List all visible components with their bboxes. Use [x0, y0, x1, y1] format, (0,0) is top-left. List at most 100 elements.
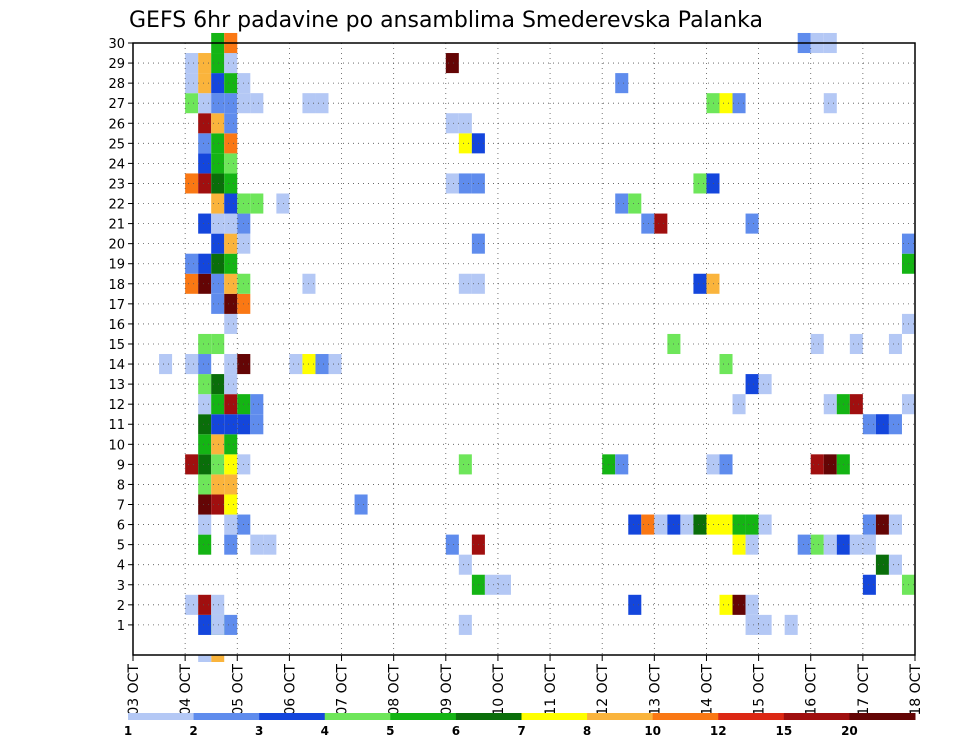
heatmap-cell — [224, 434, 238, 455]
heatmap-cell — [198, 494, 212, 515]
heatmap-cell — [224, 374, 238, 395]
x-tick-label: 06 OCT — [282, 664, 298, 716]
heatmap-cell — [224, 213, 238, 234]
heatmap-cell — [810, 333, 824, 355]
colorbar-swatch — [652, 713, 719, 720]
x-axis-ticks: 03 OCT 04 OCT 05 OCT 06 OCT 07 OCT 08 OCT 09 O… — [126, 655, 924, 716]
heatmap-cell — [211, 374, 225, 395]
heatmap-cell — [198, 53, 212, 74]
y-tick-label: 14 — [108, 358, 125, 373]
heatmap-cell — [719, 354, 733, 375]
heatmap-cell — [211, 113, 225, 134]
heatmap-cell — [211, 474, 225, 495]
heatmap-cell — [289, 354, 303, 375]
y-tick-label: 29 — [108, 57, 125, 72]
heatmap-cell — [862, 574, 876, 595]
heatmap-cell — [211, 333, 225, 355]
heatmap-cell — [615, 193, 629, 214]
heatmap-cell — [862, 534, 876, 555]
heatmap-cell — [198, 414, 212, 435]
colorbar-swatch — [259, 713, 326, 720]
heatmap-cell — [458, 454, 472, 475]
heatmap-cell — [706, 514, 720, 535]
heatmap-cell — [250, 93, 264, 114]
heatmap-cell — [211, 273, 225, 294]
heatmap-cell — [263, 534, 277, 555]
heatmap-cell — [185, 53, 199, 74]
heatmap-cell — [198, 534, 212, 555]
y-tick-label: 30 — [108, 37, 125, 52]
heatmap-cell — [211, 494, 225, 515]
heatmap-cell — [224, 414, 238, 435]
heatmap-cell — [797, 534, 811, 555]
heatmap-cell — [784, 614, 798, 635]
heatmap-cell — [224, 494, 238, 515]
heatmap-cell — [185, 93, 199, 114]
x-tick-label: 09 OCT — [439, 664, 455, 716]
heatmap-cell — [211, 253, 225, 274]
heatmap-cell — [719, 514, 733, 535]
x-tick-label: 03 OCT — [126, 664, 142, 716]
heatmap-cell — [211, 193, 225, 214]
heatmap-cell — [211, 414, 225, 435]
y-tick-label: 4 — [117, 559, 125, 574]
colorbar-label: 5 — [386, 724, 394, 738]
x-tick-label: 04 OCT — [178, 664, 194, 716]
colorbar-swatch — [718, 713, 785, 720]
colorbar-label: 3 — [255, 724, 263, 738]
heatmap-cell — [875, 414, 889, 435]
colorbar-label: 6 — [452, 724, 460, 738]
y-tick-label: 12 — [108, 398, 125, 413]
colorbar-label: 4 — [321, 724, 329, 738]
plot-frame — [132, 42, 916, 656]
chart-title: GEFS 6hr padavine po ansamblima Smederev… — [129, 8, 763, 33]
x-tick-label: 14 OCT — [699, 664, 715, 716]
heatmap-cell — [211, 594, 225, 615]
heatmap-cell — [224, 273, 238, 294]
heatmap-cell — [224, 253, 238, 274]
heatmap-cell — [250, 394, 264, 415]
heatmap-cell — [849, 333, 863, 355]
y-tick-label: 9 — [117, 458, 125, 473]
x-tick-label: 08 OCT — [387, 664, 403, 716]
x-tick-label: 15 OCT — [752, 664, 768, 716]
colorbar-swatch — [390, 713, 457, 720]
heatmap-cell — [198, 333, 212, 355]
y-tick-label: 21 — [108, 218, 125, 233]
heatmap-cell — [198, 153, 212, 174]
heatmap-cell — [732, 514, 746, 535]
heatmap-cell — [224, 153, 238, 174]
heatmap-cell — [732, 594, 746, 615]
x-tick-label: 11 OCT — [543, 664, 559, 716]
heatmap-cell — [198, 454, 212, 475]
heatmap-cell — [211, 73, 225, 94]
heatmap-cell — [719, 454, 733, 475]
colorbar-swatch — [455, 713, 522, 720]
x-tick-label: 10 OCT — [491, 664, 507, 716]
heatmap-cell — [198, 73, 212, 94]
heatmap-cell — [849, 534, 863, 555]
heatmap-cell — [758, 514, 772, 535]
x-tick-label: 16 OCT — [804, 664, 820, 716]
heatmap-cell — [211, 434, 225, 455]
heatmap-cell — [198, 113, 212, 134]
heatmap-cell — [641, 213, 655, 234]
heatmap-cell — [211, 213, 225, 234]
heatmap-cell — [823, 454, 837, 475]
heatmap-cell — [706, 93, 720, 114]
heatmap-cell — [888, 554, 902, 575]
y-tick-label: 16 — [108, 318, 125, 333]
heatmap-cell — [211, 133, 225, 154]
heatmap-cell — [224, 53, 238, 74]
heatmap-cell — [224, 474, 238, 495]
colorbar-label: 10 — [644, 724, 661, 738]
heatmap-cell — [458, 273, 472, 294]
heatmap-cell — [875, 554, 889, 575]
heatmap-cell — [198, 514, 212, 535]
y-tick-label: 25 — [108, 137, 125, 152]
heatmap-cell — [497, 574, 511, 595]
x-tick-label: 18 OCT — [908, 664, 924, 716]
heatmap-cell — [185, 594, 199, 615]
heatmap-cell — [615, 73, 629, 94]
heatmap-cell — [224, 193, 238, 214]
